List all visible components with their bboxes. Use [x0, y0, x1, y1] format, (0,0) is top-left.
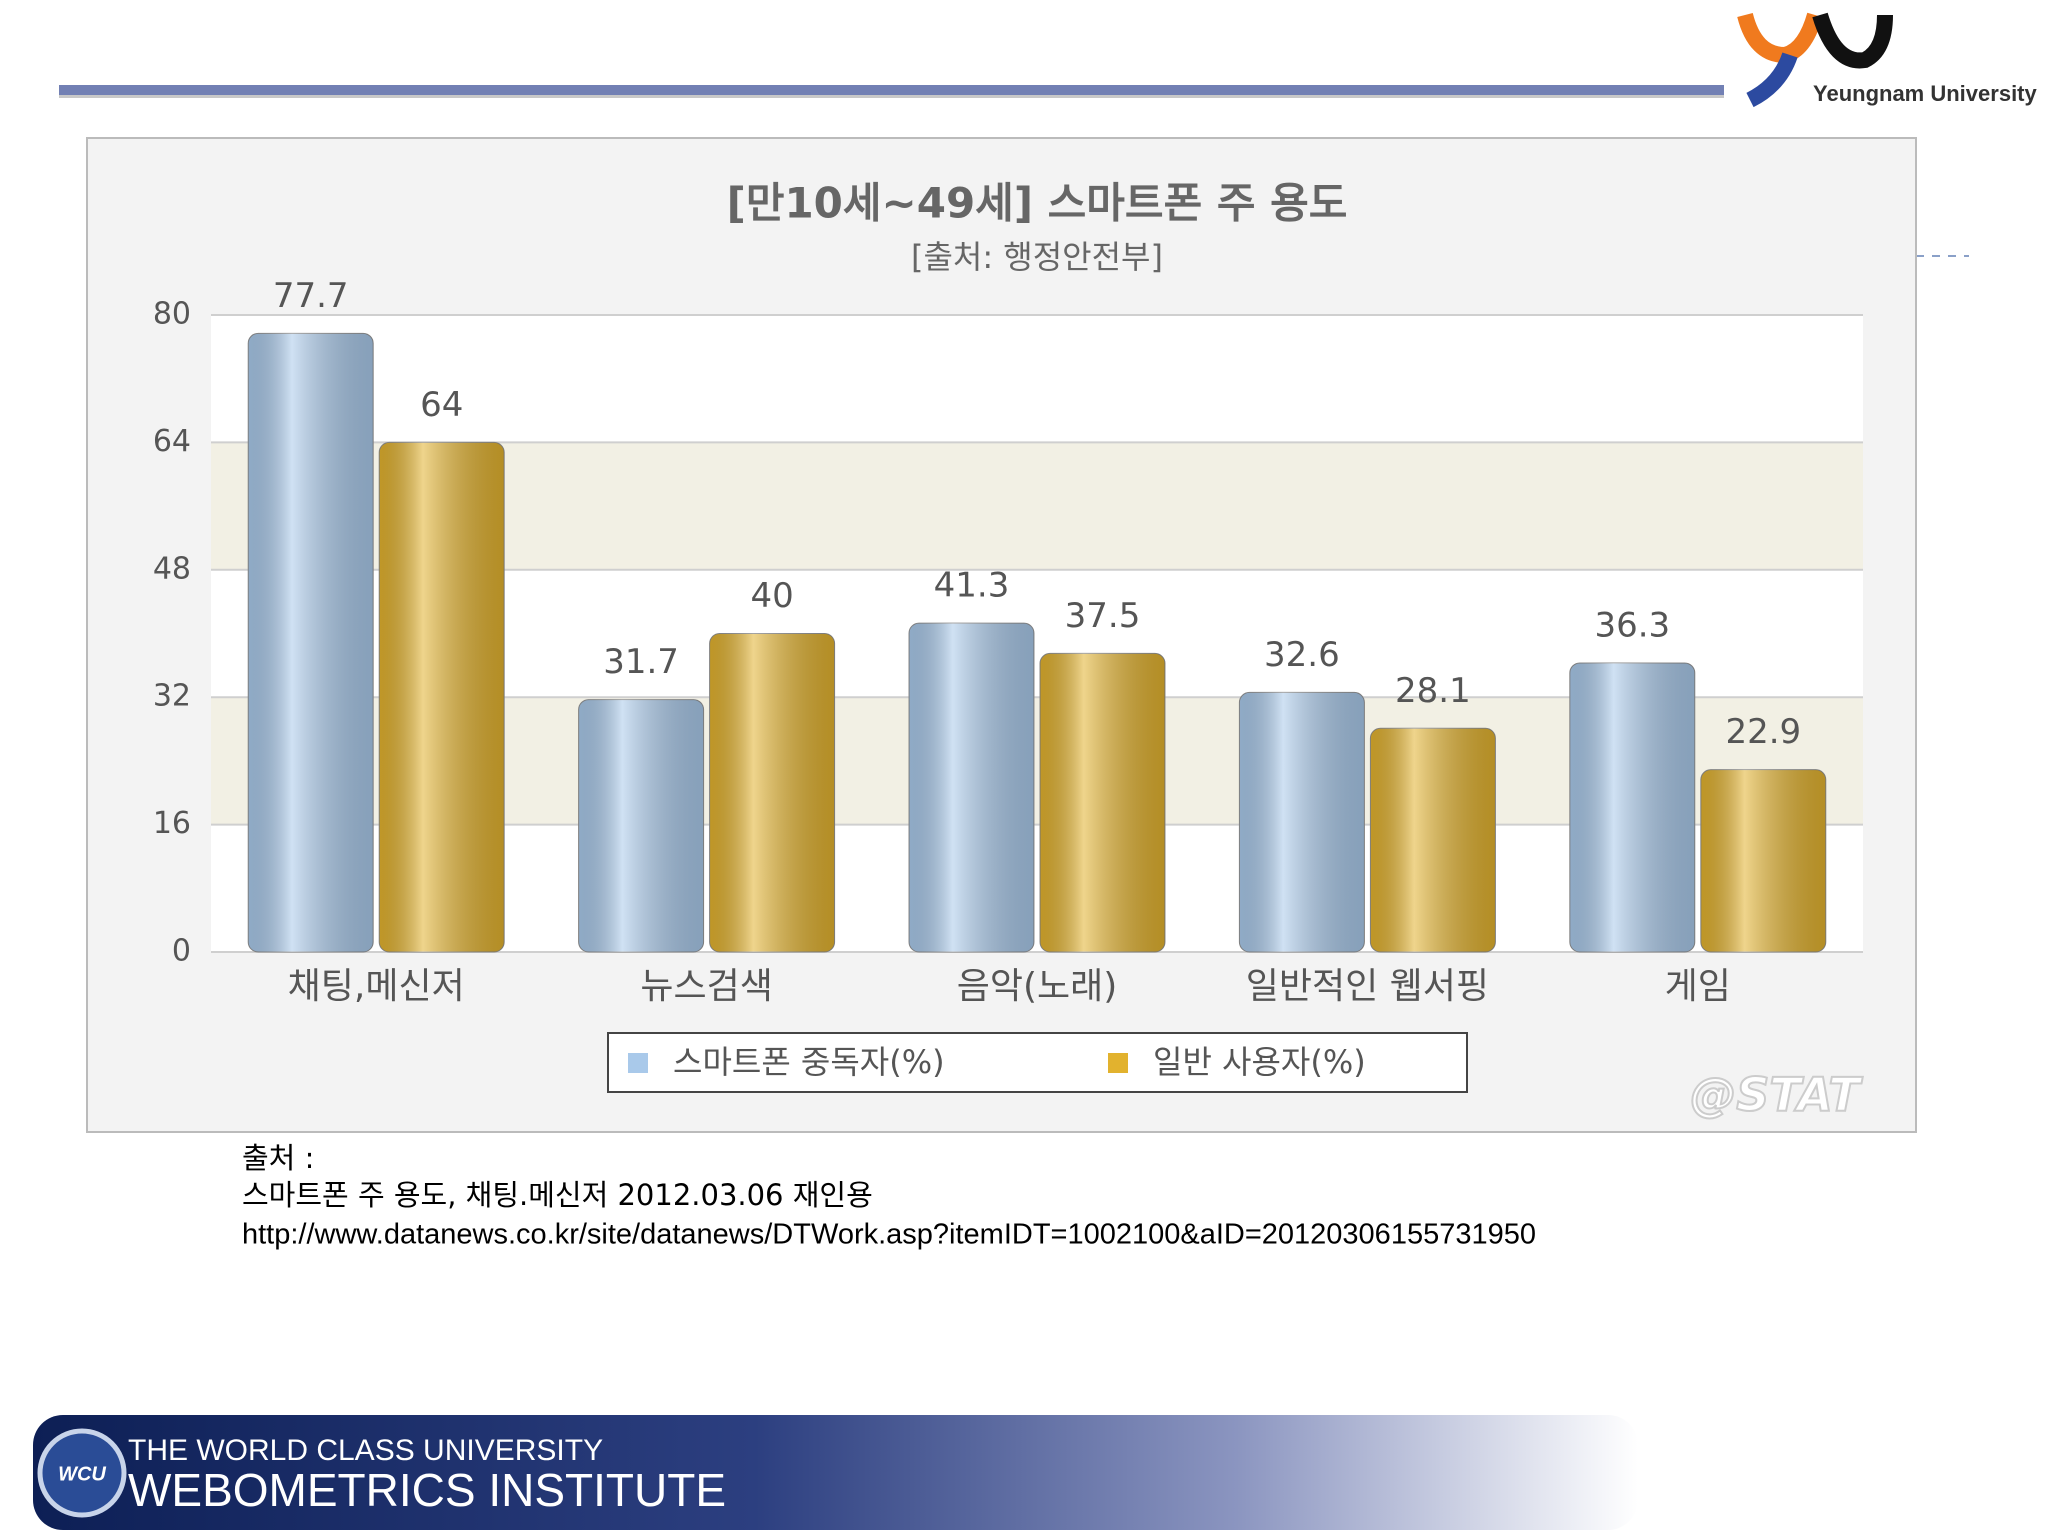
x-tick-label: 음악(노래)	[957, 966, 1118, 1007]
value-label: 36.3	[1594, 605, 1670, 645]
bar-shine	[709, 633, 835, 952]
top-rule	[59, 85, 1724, 95]
source-label: 출처 :	[242, 1141, 314, 1175]
value-label: 31.7	[603, 642, 679, 682]
legend-box	[607, 1032, 1468, 1093]
x-tick-label: 일반적인 웹서핑	[1246, 966, 1489, 1007]
bar-shine	[1239, 692, 1365, 952]
y-tick-label: 32	[153, 679, 191, 714]
y-tick-label: 16	[153, 806, 191, 841]
footer-banner	[33, 1415, 1638, 1530]
chart: [만10세~49세] 스마트폰 주 용도 [출처: 행정안전부] 0 16 32 48 64…	[153, 179, 1865, 1123]
bar-shine	[248, 333, 374, 953]
x-tick-label: 게임	[1665, 966, 1731, 1007]
value-label: 37.5	[1065, 596, 1141, 636]
x-tick-label: 뉴스검색	[640, 966, 772, 1007]
source-text: 스마트폰 주 용도, 채팅.메신저 2012.03.06 재인용	[242, 1178, 873, 1212]
x-tick-label: 채팅,메신저	[288, 966, 465, 1007]
bar-shine	[1040, 653, 1165, 952]
value-label: 41.3	[934, 566, 1010, 606]
source-url: http://www.datanews.co.kr/site/datanews/…	[242, 1219, 1536, 1251]
bar-shine	[1370, 728, 1496, 952]
legend-swatch	[1108, 1053, 1128, 1073]
bar-shine	[1700, 769, 1826, 952]
chart-title: [만10세~49세] 스마트폰 주 용도	[727, 179, 1348, 228]
chart-subtitle: [출처: 행정안전부]	[911, 238, 1163, 276]
footer-line2: WEBOMETRICS INSTITUTE	[128, 1464, 726, 1516]
value-label: 28.1	[1395, 671, 1471, 711]
value-label: 22.9	[1725, 712, 1801, 752]
footer: WCU THE WORLD CLASS UNIVERSITY WEBOMETRI…	[33, 1415, 1638, 1530]
y-tick-label: 0	[172, 934, 191, 969]
top-rule-shadow	[59, 95, 1724, 98]
y-tick-label: 64	[153, 424, 191, 459]
bar-shine	[578, 699, 704, 952]
legend-swatch	[628, 1053, 648, 1073]
watermark: @STAT	[1690, 1068, 1863, 1122]
bar-shine	[909, 623, 1034, 952]
value-label: 40	[750, 576, 793, 616]
logo: Yeungnam University	[1737, 12, 2038, 108]
y-tick-label: 48	[153, 551, 191, 586]
value-label: 32.6	[1264, 635, 1340, 675]
y-tick-label: 80	[153, 297, 191, 332]
legend-entry: 스마트폰 중독자(%)	[673, 1043, 945, 1081]
value-label: 77.7	[273, 276, 349, 316]
bar-shine	[379, 442, 505, 952]
badge-text: WCU	[58, 1463, 106, 1485]
value-label: 64	[420, 385, 463, 425]
footer-line1: THE WORLD CLASS UNIVERSITY	[128, 1434, 603, 1467]
bar-shine	[1569, 662, 1695, 952]
legend-entry: 일반 사용자(%)	[1153, 1043, 1366, 1081]
footer-badge	[37, 1428, 127, 1518]
logo-text: Yeungnam University	[1813, 81, 2038, 106]
